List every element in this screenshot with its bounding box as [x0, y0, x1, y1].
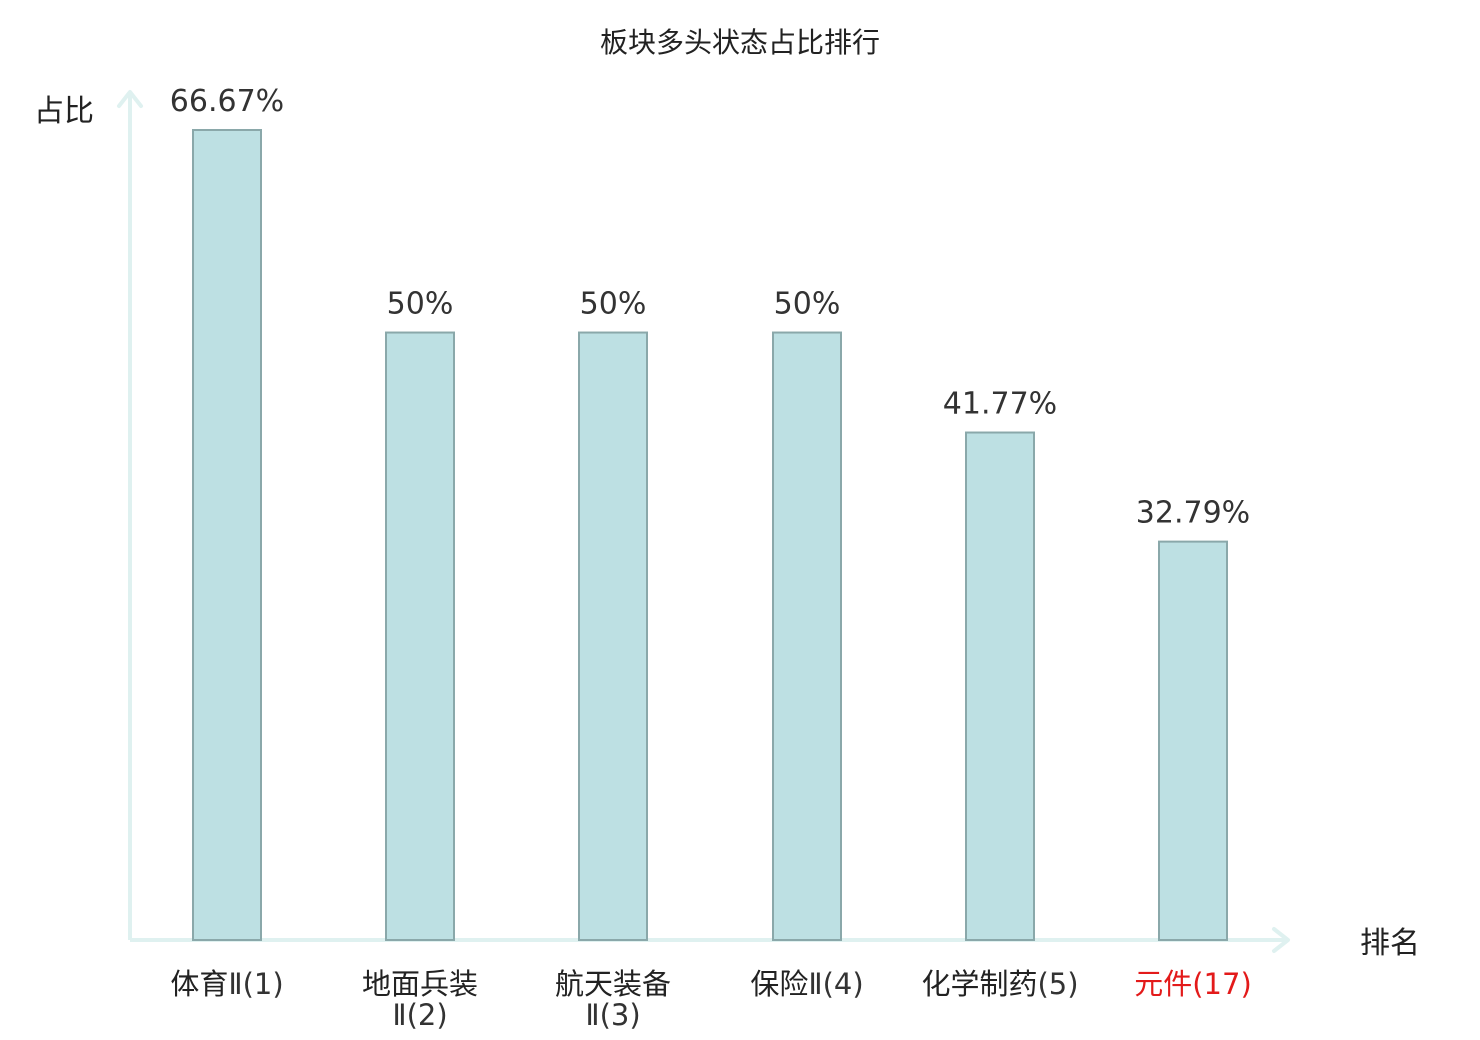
value-label-5: 41.77%: [943, 387, 1057, 422]
category-label-3: 航天装备 Ⅱ(3): [555, 967, 671, 1032]
category-label-5: 化学制药(5): [921, 967, 1078, 1001]
value-label-6: 32.79%: [1136, 496, 1250, 531]
category-name-5: 化学制药: [921, 967, 1037, 1001]
category-label-4: 保险Ⅱ(4): [750, 967, 863, 1001]
bar-3: [578, 331, 648, 941]
category-suffix-6: (17): [1192, 967, 1252, 1001]
bar-2: [385, 331, 455, 941]
bar-6: [1158, 540, 1228, 941]
category-suffix-5: (5): [1037, 967, 1078, 1001]
x-axis-arrow: [1272, 927, 1290, 953]
value-label-1: 66.67%: [170, 84, 284, 119]
category-suffix-3: Ⅱ(3): [585, 998, 640, 1032]
category-name-2: 地面兵装: [362, 967, 478, 1001]
category-name-3: 航天装备: [555, 967, 671, 1001]
value-label-3: 50%: [580, 287, 647, 322]
category-name-4: 保险: [750, 967, 808, 1001]
bar-4: [772, 331, 842, 941]
y-axis-arrow: [117, 90, 143, 108]
bar-5: [965, 431, 1035, 941]
category-suffix-4: Ⅱ(4): [808, 967, 863, 1001]
category-label-2: 地面兵装 Ⅱ(2): [362, 967, 478, 1032]
category-suffix-1: Ⅱ(1): [228, 967, 283, 1001]
axes: [117, 90, 1290, 953]
value-label-4: 50%: [774, 287, 841, 322]
x-axis-label: 排名: [1360, 926, 1420, 961]
category-name-1: 体育: [170, 967, 228, 1001]
y-axis-label: 占比: [34, 94, 94, 129]
bar-1: [192, 129, 262, 941]
bars: [192, 129, 1228, 941]
category-label-1: 体育Ⅱ(1): [170, 967, 283, 1001]
category-labels: 体育Ⅱ(1) 地面兵装 Ⅱ(2) 航天装备 Ⅱ(3) 保险Ⅱ(4) 化学制药(5) 元件(17…: [170, 967, 1251, 1032]
category-suffix-2: Ⅱ(2): [392, 998, 447, 1032]
value-labels: 66.67% 50% 50% 50% 41.77% 32.79%: [170, 84, 1250, 531]
category-label-6: 元件(17): [1134, 967, 1252, 1001]
category-name-6: 元件: [1134, 967, 1192, 1001]
chart-title: 板块多头状态占比排行: [600, 26, 880, 59]
value-label-2: 50%: [387, 287, 454, 322]
